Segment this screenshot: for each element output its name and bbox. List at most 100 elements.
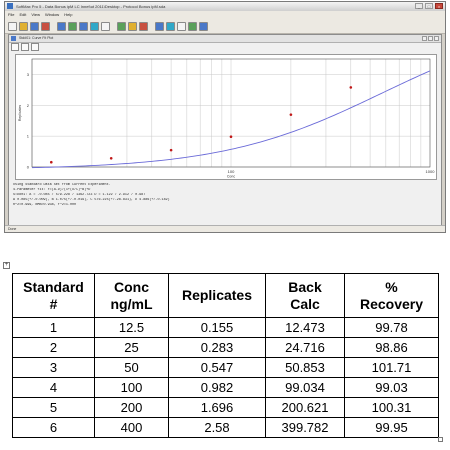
- app-logo-icon: [7, 3, 13, 9]
- curve-fit-plot: 0 1 2 3 100 1000 Conc Replicates: [15, 54, 437, 180]
- key-icon[interactable]: [139, 21, 148, 31]
- new-file-icon[interactable]: [8, 21, 17, 31]
- header-back-calc: Back Calc: [265, 273, 345, 318]
- graph-settings-icon[interactable]: [11, 43, 19, 51]
- table-row: 3 50 0.547 50.853 101.71: [12, 357, 439, 378]
- cell-conc: 200: [94, 397, 169, 418]
- plot-edit-icon[interactable]: [21, 43, 29, 51]
- table-row: 2 25 0.283 24.716 98.86: [12, 337, 439, 358]
- cell-recovery: 99.78: [344, 317, 439, 338]
- report-text: Using Standard Data Set from Current Exp…: [13, 183, 437, 225]
- y-tick-label: 2: [27, 103, 30, 108]
- window-title: SoftMax Pro 5 - Data Bonus ipM LC Innet\…: [16, 4, 166, 9]
- menu-help[interactable]: Help: [64, 12, 73, 17]
- plate-icon[interactable]: [57, 21, 66, 31]
- cell-back-calc: 12.473: [265, 317, 345, 338]
- x-axis-label: Conc: [227, 175, 235, 179]
- curve-fit-icon[interactable]: [31, 43, 39, 51]
- cell-back-calc: 99.034: [265, 377, 345, 398]
- help-icon[interactable]: [199, 21, 208, 31]
- menu-bar: File Edit View Window Help: [5, 11, 445, 19]
- read-icon[interactable]: [155, 21, 164, 31]
- chart-svg: 0 1 2 3 100 1000 Conc Replicates: [18, 58, 436, 179]
- table-row: 1 12.5 0.155 12.473 99.78: [12, 317, 439, 338]
- report-line: A 0.085(+/-0.009), B 1.075(+/-0.019), C …: [13, 198, 170, 202]
- header-conc: Conc ng/mL: [94, 273, 169, 318]
- chart-icon[interactable]: [117, 21, 126, 31]
- cell-replicates: 0.155: [168, 317, 266, 338]
- cell-standard: 5: [12, 397, 95, 418]
- header-standard: Standard #: [12, 273, 95, 318]
- graph-window-icon: [11, 36, 16, 41]
- fit-curve-line: [31, 70, 431, 169]
- graph-toolbar: [11, 43, 39, 51]
- cell-conc: 400: [94, 417, 169, 438]
- main-toolbar: [5, 19, 445, 34]
- report-line: R^2=0.999, NMB=0.938, r^2=1.000: [13, 203, 77, 207]
- report-line: 4-Parameter fit: Y=(A-D)/(1+(X/C)^B)+D: [13, 188, 91, 192]
- cell-recovery: 99.03: [344, 377, 439, 398]
- header-replicates: Replicates: [168, 273, 266, 318]
- inner-title-bar[interactable]: Std#01: Curve Fit Plot: [9, 35, 441, 43]
- minimize-button[interactable]: _: [415, 3, 423, 9]
- menu-edit[interactable]: Edit: [19, 12, 27, 17]
- y-tick-label: 0: [27, 165, 30, 170]
- open-folder-icon[interactable]: [19, 21, 28, 31]
- cell-conc: 12.5: [94, 317, 169, 338]
- app-window: SoftMax Pro 5 - Data Bonus ipM LC Innet\…: [4, 1, 446, 233]
- table-row: 5 200 1.696 200.621 100.31: [12, 397, 439, 418]
- cell-recovery: 101.71: [344, 357, 439, 378]
- y-tick-label: 3: [27, 72, 30, 77]
- save-icon[interactable]: [30, 21, 39, 31]
- plot-frame: [31, 58, 431, 168]
- print-icon[interactable]: [41, 21, 50, 31]
- table-move-handle-icon[interactable]: +: [3, 262, 10, 269]
- close-button[interactable]: ×: [435, 3, 443, 9]
- cell-back-calc: 50.853: [265, 357, 345, 378]
- report-line: Using Standard Data Set from Current Exp…: [13, 183, 111, 187]
- data-point: [289, 113, 293, 116]
- menu-view[interactable]: View: [31, 12, 40, 17]
- cell-back-calc: 399.782: [265, 417, 345, 438]
- window-controls: _ □ ×: [415, 3, 443, 9]
- window-icon[interactable]: [177, 21, 186, 31]
- group-icon[interactable]: [68, 21, 77, 31]
- cell-replicates: 0.982: [168, 377, 266, 398]
- inner-window-title: Std#01: Curve Fit Plot: [19, 36, 54, 40]
- standards-table: Standard # Conc ng/mL Replicates Back Calc …: [12, 273, 439, 438]
- y-tick-label: 1: [27, 134, 30, 139]
- data-point: [169, 148, 173, 152]
- y-axis-label: Replicates: [18, 105, 22, 122]
- cell-recovery: 98.86: [344, 337, 439, 358]
- table-icon[interactable]: [101, 21, 110, 31]
- status-text: Done: [8, 227, 17, 231]
- inner-maximize-button[interactable]: [428, 36, 433, 41]
- menu-window[interactable]: Window: [44, 12, 60, 17]
- table-resize-handle[interactable]: [438, 437, 443, 442]
- cell-conc: 50: [94, 357, 169, 378]
- maximize-button[interactable]: □: [425, 3, 433, 9]
- reader-icon[interactable]: [128, 21, 137, 31]
- note-icon[interactable]: [90, 21, 99, 31]
- cell-back-calc: 200.621: [265, 397, 345, 418]
- export-icon[interactable]: [188, 21, 197, 31]
- cell-replicates: 0.547: [168, 357, 266, 378]
- menu-file[interactable]: File: [8, 12, 15, 17]
- graph-icon[interactable]: [79, 21, 88, 31]
- inner-close-button[interactable]: [434, 36, 439, 41]
- data-point: [349, 86, 353, 89]
- curve-fit-window: Std#01: Curve Fit Plot 0 1 2 3 100 1000 Conc Re…: [8, 34, 442, 227]
- cell-conc: 25: [94, 337, 169, 358]
- x-tick-label: 1000: [426, 169, 436, 174]
- cell-standard: 2: [12, 337, 95, 358]
- inner-window-controls: [422, 36, 439, 41]
- table-header-row: Standard # Conc ng/mL Replicates Back Calc …: [12, 273, 439, 318]
- data-point: [229, 135, 233, 138]
- x-tick-label: 100: [228, 169, 235, 174]
- table-row: 6 400 2.58 399.782 99.95: [12, 417, 439, 438]
- cell-replicates: 0.283: [168, 337, 266, 358]
- cell-recovery: 99.95: [344, 417, 439, 438]
- cell-standard: 6: [12, 417, 95, 438]
- inner-minimize-button[interactable]: [422, 36, 427, 41]
- monitor-icon[interactable]: [166, 21, 175, 31]
